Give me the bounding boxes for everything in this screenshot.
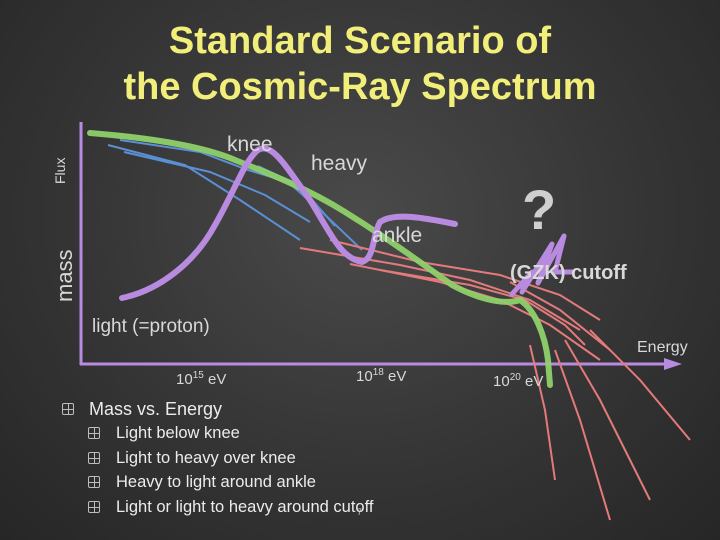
tick-1e18: 1018 eV — [356, 367, 407, 385]
title-line-2: the Cosmic-Ray Spectrum — [123, 66, 597, 108]
heavy-line-6 — [589, 329, 691, 441]
bullet-sub-text: Light or light to heavy around cutoff — [116, 497, 374, 516]
bullet-main: Mass vs. Energy — [60, 397, 373, 421]
heavy-label: heavy — [311, 152, 368, 175]
heavy-line-7 — [564, 339, 651, 501]
energy-axis-label: Energy — [637, 339, 688, 356]
bullet-list: Mass vs. Energy Light below knee Light t… — [60, 397, 373, 519]
light-label: light (=proton) — [92, 316, 210, 337]
knee-label: knee — [227, 133, 273, 156]
heavy-line-9 — [529, 344, 556, 481]
mass-axis-label: mass — [52, 249, 77, 302]
bullet-icon — [62, 403, 74, 415]
question-mark: ? — [522, 178, 557, 241]
bullet-icon — [88, 500, 100, 513]
heavy-line-1 — [329, 239, 601, 321]
title-line-1: Standard Scenario of — [168, 20, 552, 62]
page-number: 7 — [357, 507, 363, 517]
mass-curve — [119, 145, 458, 301]
bullet-icon — [88, 451, 100, 464]
tick-1e20: 1020 eV — [493, 372, 544, 390]
bullet-sub-text: Light to heavy over knee — [116, 448, 296, 467]
bullet-sub-item: Heavy to light around ankle — [60, 470, 373, 495]
light-line-2 — [107, 144, 301, 241]
heavy-line-5 — [509, 281, 611, 351]
cutoff-label: (GZK) cutoff — [510, 262, 627, 284]
bullet-sub-text: Light below knee — [116, 424, 240, 442]
bullet-icon — [88, 476, 100, 488]
tick-1e15: 1015 eV — [176, 370, 227, 388]
flux-axis-label: Flux — [52, 157, 68, 184]
axis-arrowhead — [664, 358, 682, 370]
slide-title: Standard Scenario of the Cosmic-Ray Spec… — [60, 18, 660, 110]
heavy-component-lines — [299, 239, 691, 521]
bullet-sub-text: Heavy to light around ankle — [116, 473, 316, 491]
bullet-icon — [88, 427, 100, 439]
ankle-label: ankle — [372, 224, 423, 247]
bullet-sub-item: Light or light to heavy around cutoff — [60, 495, 373, 520]
cutoff-uncertainty-mark — [509, 233, 575, 297]
bullet-sub-item: Light to heavy over knee — [60, 446, 373, 471]
bullet-sub-item: Light below knee — [60, 421, 373, 446]
bullet-main-text: Mass vs. Energy — [89, 399, 223, 419]
heavy-line-8 — [554, 349, 611, 521]
